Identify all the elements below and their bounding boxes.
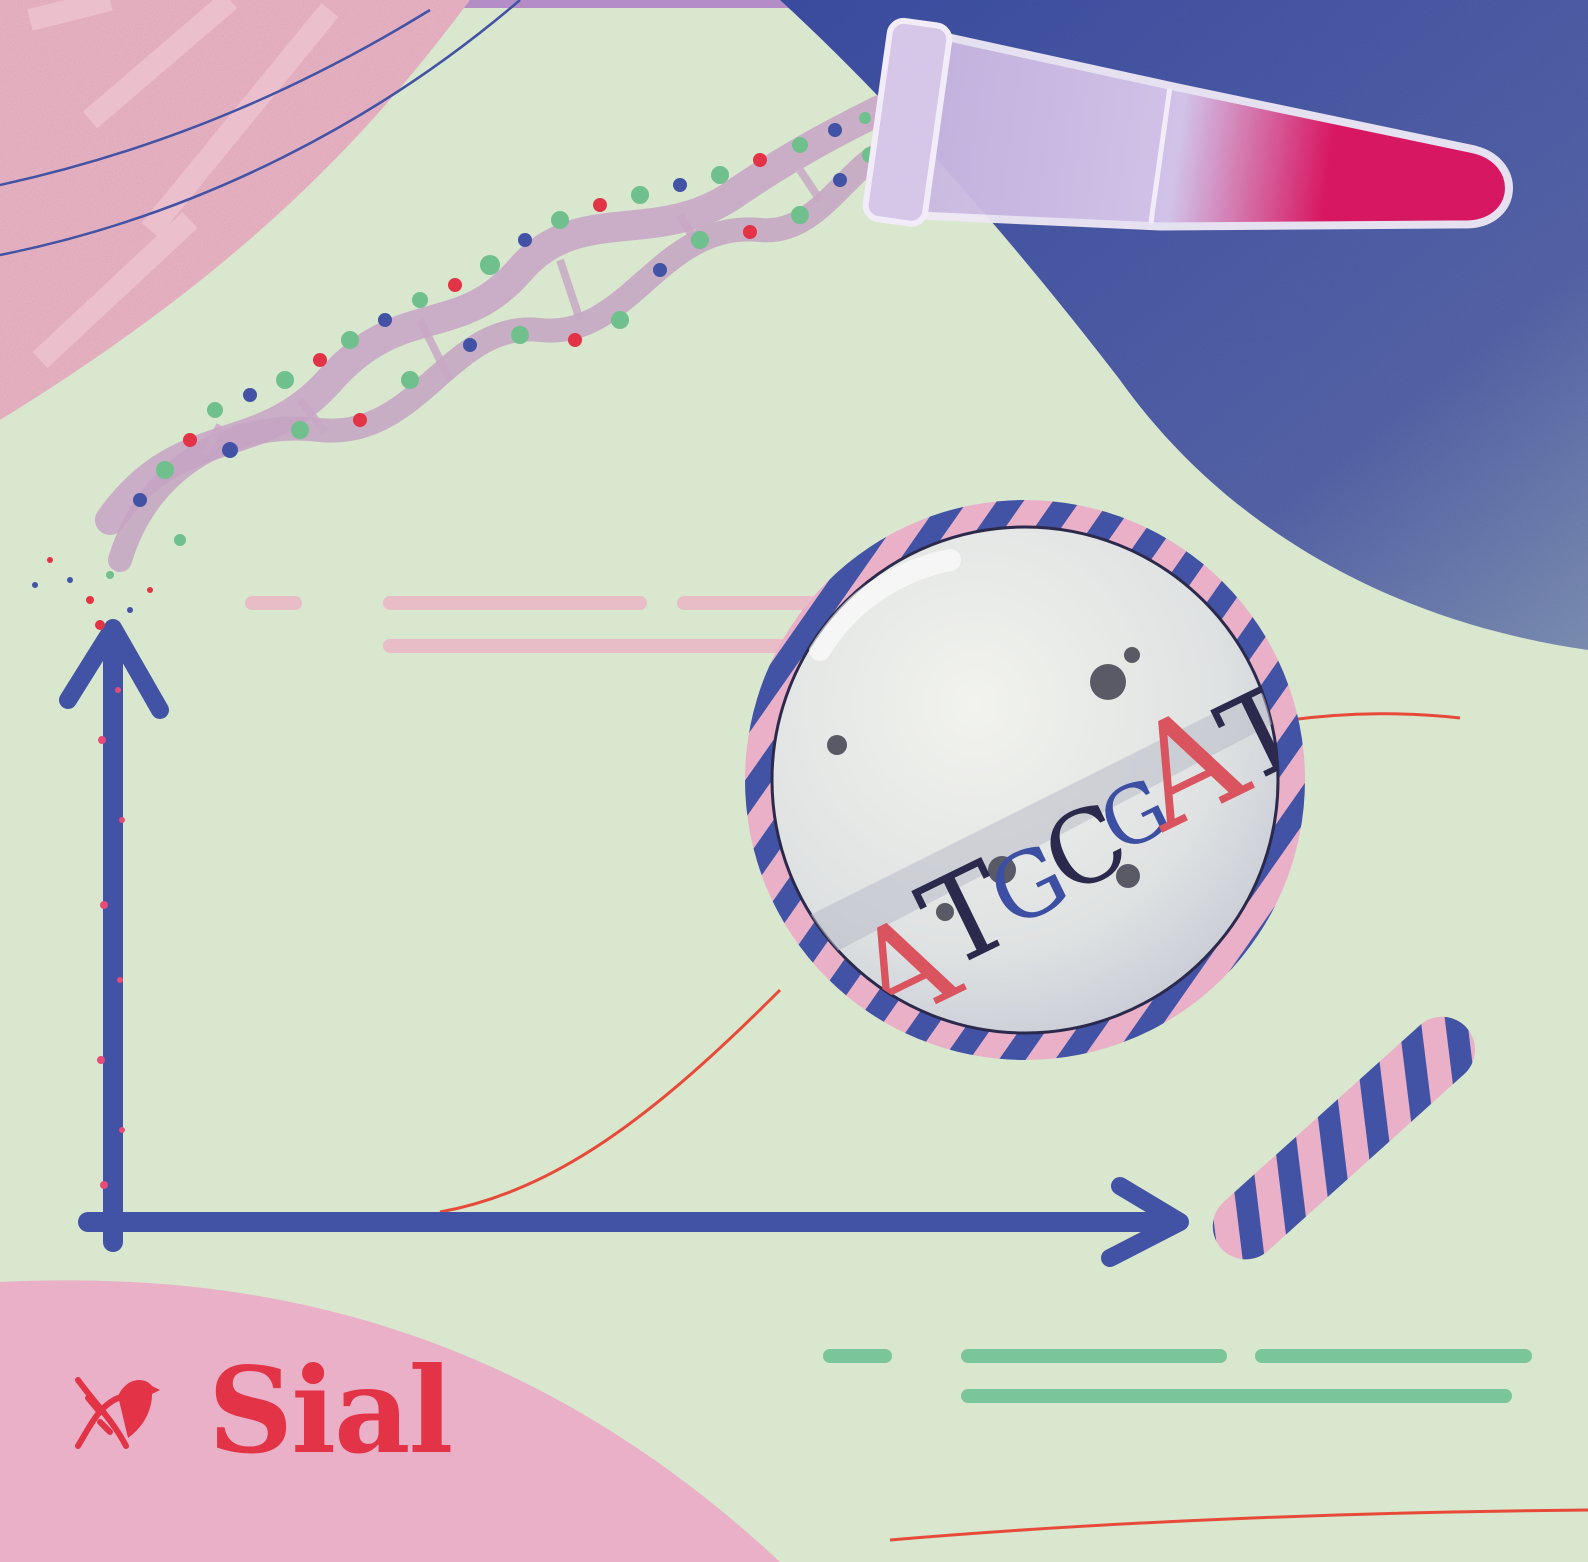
thread-line-2 bbox=[0, 0, 521, 257]
pink-brush-strokes bbox=[27, 0, 339, 369]
thread-line-1 bbox=[0, 8, 431, 187]
magnifying-glass: A T G C G A T C bbox=[745, 500, 1475, 1260]
magnifier-handle bbox=[1212, 1016, 1475, 1260]
graph-axes bbox=[59, 619, 1189, 1267]
dna-dots bbox=[32, 112, 878, 630]
test-tube bbox=[862, 17, 1513, 231]
pink-region-bottom-left bbox=[0, 1280, 780, 1562]
pink-region-top-left bbox=[0, 0, 470, 420]
dna-bird-icon bbox=[75, 1377, 160, 1449]
dna-helix bbox=[32, 95, 902, 630]
green-dash-lines bbox=[823, 1349, 1532, 1403]
axis-speckles bbox=[97, 687, 125, 1189]
red-curve-line bbox=[439, 988, 782, 1214]
red-curve-line-bottom bbox=[889, 1508, 1588, 1542]
red-curve-line-upper bbox=[1289, 712, 1461, 722]
brand-name: Sial bbox=[208, 1341, 453, 1480]
